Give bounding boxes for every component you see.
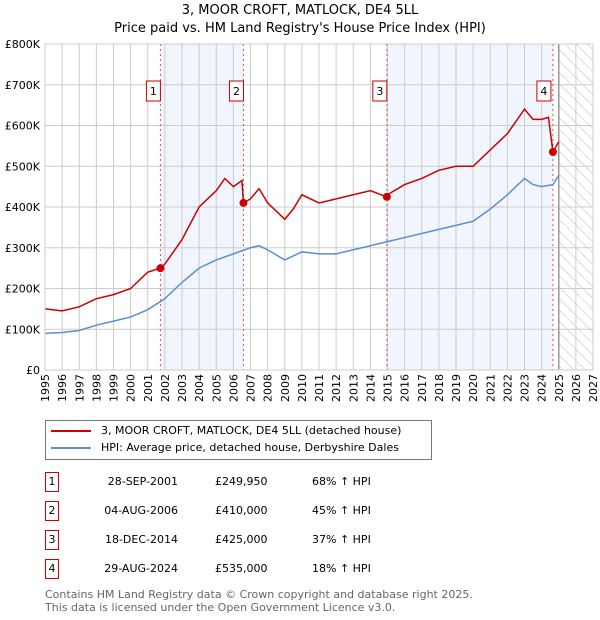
y-tick-label: £100K [5, 323, 41, 336]
footer: Contains HM Land Registry data © Crown c… [45, 588, 473, 614]
sale-label: 4 [540, 85, 547, 98]
y-tick-label: £200K [5, 283, 41, 296]
y-tick-label: £800K [5, 38, 41, 51]
legend-item-price: 3, MOOR CROFT, MATLOCK, DE4 5LL (detache… [51, 424, 401, 438]
sale-row: 4 29-AUG-2024 £535,000 18% ↑ HPI [45, 559, 445, 579]
x-tick-label: 2014 [364, 374, 377, 402]
x-tick-label: 2026 [570, 374, 583, 402]
sale-hpi-change: 37% ↑ HPI [312, 533, 371, 546]
legend-swatch-price [51, 430, 91, 432]
x-tick-label: 2022 [501, 374, 514, 402]
y-tick-label: £600K [5, 120, 41, 133]
legend-swatch-hpi [51, 447, 91, 449]
sale-point [156, 264, 165, 273]
sale-number: 3 [45, 530, 59, 550]
legend-label-hpi: HPI: Average price, detached house, Derb… [101, 441, 399, 454]
x-tick-label: 2000 [125, 374, 138, 402]
x-tick-label: 2012 [330, 374, 343, 402]
y-tick-label: £300K [5, 242, 41, 255]
sale-label: 3 [376, 85, 383, 98]
x-tick-label: 2015 [382, 374, 395, 402]
sale-date: 29-AUG-2024 [104, 562, 178, 575]
x-tick-label: 2002 [159, 374, 172, 402]
x-tick-label: 1998 [90, 374, 103, 402]
x-tick-label: 2021 [484, 374, 497, 402]
sale-label-box [372, 80, 388, 102]
x-tick-label: 2005 [210, 374, 223, 402]
plot-border [44, 43, 594, 371]
y-tick-label: £400K [5, 201, 41, 214]
x-tick-label: 2007 [245, 374, 258, 402]
sale-label: 2 [233, 85, 240, 98]
x-tick-label: 2009 [279, 374, 292, 402]
x-tick-label: 1997 [73, 374, 86, 402]
x-tick-label: 2001 [142, 374, 155, 402]
x-tick-label: 1996 [56, 374, 69, 402]
x-tick-label: 2027 [587, 374, 600, 402]
x-tick-label: 2025 [553, 374, 566, 402]
sale-number: 2 [45, 501, 59, 521]
sale-date: 18-DEC-2014 [104, 533, 178, 546]
sale-number: 4 [45, 559, 59, 579]
legend-item-hpi: HPI: Average price, detached house, Derb… [51, 441, 399, 455]
sale-price: £410,000 [215, 504, 268, 517]
sale-row: 1 28-SEP-2001 £249,950 68% ↑ HPI [45, 472, 445, 492]
sale-number: 1 [45, 472, 59, 492]
x-tick-label: 2008 [262, 374, 275, 402]
sale-hpi-change: 18% ↑ HPI [312, 562, 371, 575]
sale-price: £535,000 [215, 562, 268, 575]
footer-licence: This data is licensed under the Open Gov… [45, 601, 396, 614]
footer-copyright: Contains HM Land Registry data © Crown c… [45, 588, 473, 601]
sale-point [239, 198, 248, 207]
series-line [44, 174, 560, 335]
x-tick-label: 2018 [433, 374, 446, 402]
chart-title: 3, MOOR CROFT, MATLOCK, DE4 5LL [181, 3, 419, 18]
x-tick-label: 2019 [450, 374, 463, 402]
x-tick-label: 2011 [313, 374, 326, 402]
x-tick-label: 2024 [536, 374, 549, 402]
x-tick-label: 2006 [227, 374, 240, 402]
x-tick-label: 2013 [347, 374, 360, 402]
sale-date: 28-SEP-2001 [107, 475, 178, 488]
x-tick-label: 1999 [108, 374, 121, 402]
legend-label-price: 3, MOOR CROFT, MATLOCK, DE4 5LL (detache… [101, 424, 402, 437]
y-tick-label: £500K [5, 160, 41, 173]
sale-hpi-change: 45% ↑ HPI [312, 504, 371, 517]
sale-date: 04-AUG-2006 [104, 504, 178, 517]
x-tick-label: 2010 [296, 374, 309, 402]
x-tick-label: 1995 [39, 374, 52, 402]
sale-point [382, 192, 391, 201]
series-line [44, 107, 560, 312]
x-tick-label: 2017 [416, 374, 429, 402]
sale-label-box [536, 80, 552, 102]
x-tick-label: 2003 [176, 374, 189, 402]
y-tick-label: £0 [26, 364, 40, 377]
sale-price: £425,000 [215, 533, 268, 546]
sale-label-box [228, 80, 244, 102]
sale-point [548, 147, 557, 156]
sale-label-box [145, 80, 161, 102]
sale-row: 2 04-AUG-2006 £410,000 45% ↑ HPI [45, 501, 445, 521]
x-tick-label: 2016 [399, 374, 412, 402]
price-chart: 1995 1996 1997 1998 1999 2000 2001 2002 2003 2004… [5, 38, 600, 402]
x-tick-label: 2023 [519, 374, 532, 402]
legend: 3, MOOR CROFT, MATLOCK, DE4 5LL (detache… [45, 420, 432, 460]
x-tick-label: 2020 [467, 374, 480, 402]
sale-hpi-change: 68% ↑ HPI [312, 475, 371, 488]
sale-label: 1 [150, 85, 157, 98]
x-tick-label: 2004 [193, 374, 206, 402]
sale-price: £249,950 [215, 475, 268, 488]
sale-row: 3 18-DEC-2014 £425,000 37% ↑ HPI [45, 530, 445, 550]
y-tick-label: £700K [5, 79, 41, 92]
chart-subtitle: Price paid vs. HM Land Registry's House … [114, 21, 486, 36]
